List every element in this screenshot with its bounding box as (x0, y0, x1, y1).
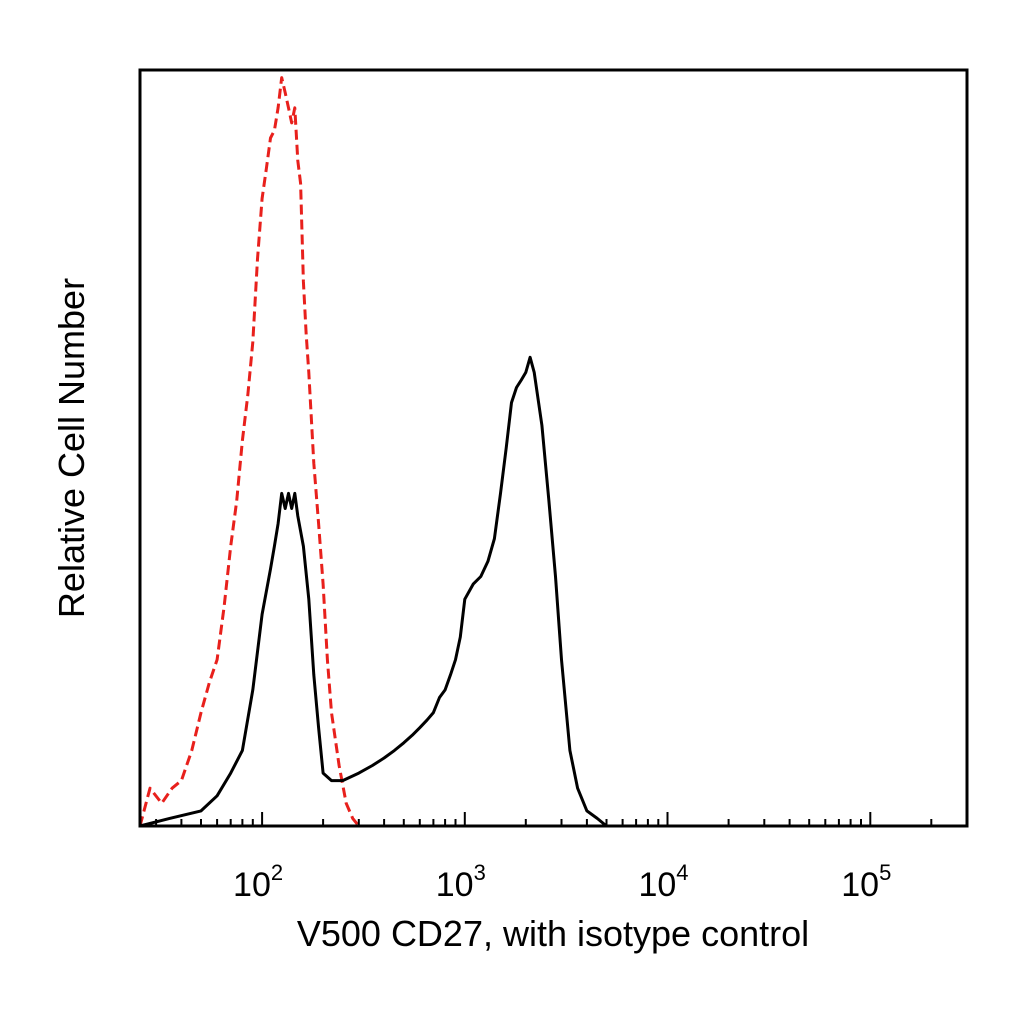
series-line-1 (138, 76, 360, 827)
x-tick-exponent: 5 (879, 860, 891, 885)
y-axis-label: Relative Cell Number (51, 278, 92, 618)
series-layer (138, 76, 623, 828)
x-tick-base: 10 (233, 866, 271, 904)
x-axis-tick-labels: 102 103 104 105 (233, 860, 891, 904)
x-axis-label: V500 CD27, with isotype control (297, 913, 809, 954)
x-tick-base: 10 (436, 866, 474, 904)
x-tick-label-3: 104 (638, 860, 688, 904)
x-tick-exponent: 2 (271, 860, 283, 885)
x-tick-base: 10 (638, 866, 676, 904)
x-tick-base: 10 (841, 866, 879, 904)
x-tick-label-4: 105 (841, 860, 891, 904)
series-line-2 (139, 355, 623, 828)
x-tick-label-2: 103 (436, 860, 486, 904)
x-tick-exponent: 4 (676, 860, 688, 885)
x-tick-exponent: 3 (474, 860, 486, 885)
x-axis-ticks (155, 812, 968, 826)
plot-frame (138, 68, 969, 828)
x-tick-label-1: 102 (233, 860, 283, 904)
